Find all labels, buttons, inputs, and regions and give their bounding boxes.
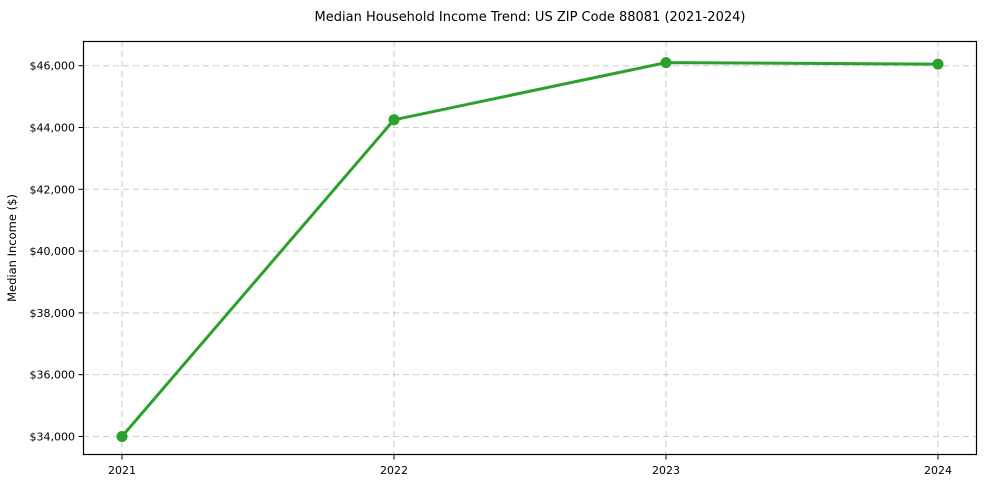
series-line [120,61,940,438]
x-tick-label: 2021 [108,464,136,477]
line-series [116,57,944,442]
y-tick-label: $42,000 [30,183,76,196]
y-tick-label: $46,000 [30,60,76,73]
y-tick-label: $34,000 [30,430,76,443]
x-tick-label: 2023 [652,464,680,477]
y-tick-label: $44,000 [30,122,76,135]
data-point [932,58,944,70]
grid-layer [83,41,977,455]
plot-border [82,40,978,456]
x-tick-label: 2022 [380,464,408,477]
data-point [660,57,672,69]
chart-title: Median Household Income Trend: US ZIP Co… [315,10,746,25]
y-tick-label: $36,000 [30,369,76,382]
y-tick-label: $38,000 [30,307,76,320]
y-axis-label: Median Income ($) [5,194,19,302]
y-tick-label: $40,000 [30,245,76,258]
axes-layer: $34,000 $36,000 $38,000 $40,000 $42,000 $44,0… [30,40,978,477]
data-point [116,430,128,442]
data-point [388,114,400,126]
x-tick-label: 2024 [924,464,952,477]
